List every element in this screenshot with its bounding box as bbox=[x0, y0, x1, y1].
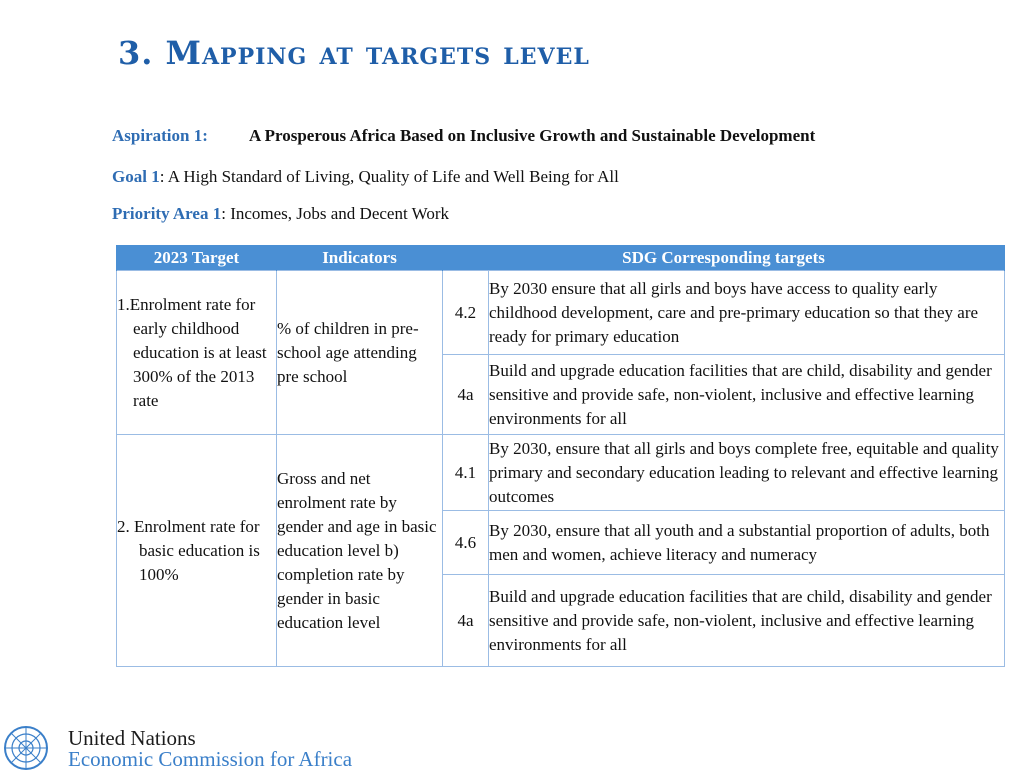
aspiration-text: A Prosperous Africa Based on Inclusive G… bbox=[249, 126, 816, 145]
aspiration-label: Aspiration 1: bbox=[112, 126, 208, 145]
sdg-code: 4a bbox=[442, 354, 489, 435]
table-row: 4a Build and upgrade education facilitie… bbox=[117, 574, 1005, 667]
table-header-row: 2023 Target Indicators SDG Corresponding… bbox=[116, 245, 1005, 271]
sdg-code: 4.1 bbox=[442, 434, 489, 511]
target-cell: 1.Enrolment rate for early childhood edu… bbox=[116, 270, 277, 435]
sdg-description: Build and upgrade education facilities t… bbox=[488, 574, 1005, 667]
table-row: 1.Enrolment rate for early childhood edu… bbox=[116, 270, 1005, 435]
un-emblem-icon bbox=[4, 726, 48, 770]
sdg-description: By 2030 ensure that all girls and boys h… bbox=[488, 270, 1005, 355]
table-row: 4a Build and upgrade education facilitie… bbox=[117, 354, 1005, 435]
target-text: 1.Enrolment rate for early childhood edu… bbox=[117, 294, 267, 410]
aspiration-line: Aspiration 1: A Prosperous Africa Based o… bbox=[112, 126, 815, 146]
targets-table: 2023 Target Indicators SDG Corresponding… bbox=[116, 245, 1005, 667]
header-indicators: Indicators bbox=[276, 245, 443, 271]
goal-line: Goal 1: A High Standard of Living, Quali… bbox=[112, 167, 619, 187]
goal-text: : A High Standard of Living, Quality of … bbox=[159, 167, 619, 186]
sdg-code: 4.6 bbox=[442, 510, 489, 575]
sdg-code: 4.2 bbox=[442, 270, 489, 355]
page-title: 3. Mapping at targets level bbox=[118, 34, 590, 72]
sdg-code: 4a bbox=[442, 574, 489, 667]
priority-text: : Incomes, Jobs and Decent Work bbox=[221, 204, 449, 223]
org-name-line1: United Nations bbox=[68, 726, 196, 750]
org-name-line2: Economic Commission for Africa bbox=[68, 747, 353, 771]
table-row: 2. Enrolment rate for basic education is… bbox=[116, 434, 1005, 667]
uneca-logo: United Nations Economic Commission for A… bbox=[0, 718, 360, 771]
target-text: 2. Enrolment rate for basic education is… bbox=[117, 516, 260, 584]
header-sdg: SDG Corresponding targets bbox=[442, 245, 1005, 271]
priority-line: Priority Area 1: Incomes, Jobs and Decen… bbox=[112, 204, 449, 224]
table-row: 4.6 By 2030, ensure that all youth and a… bbox=[117, 510, 1005, 575]
indicator-cell: Gross and net enrolment rate by gender a… bbox=[276, 434, 443, 667]
sdg-description: By 2030, ensure that all youth and a sub… bbox=[488, 510, 1005, 575]
indicator-cell: % of children in pre-school age attendin… bbox=[276, 270, 443, 435]
priority-label: Priority Area 1 bbox=[112, 204, 222, 223]
sdg-description: Build and upgrade education facilities t… bbox=[488, 354, 1005, 435]
target-cell: 2. Enrolment rate for basic education is… bbox=[116, 434, 277, 667]
header-target: 2023 Target bbox=[116, 245, 277, 271]
sdg-description: By 2030, ensure that all girls and boys … bbox=[488, 434, 1005, 511]
goal-label: Goal 1 bbox=[112, 167, 160, 186]
